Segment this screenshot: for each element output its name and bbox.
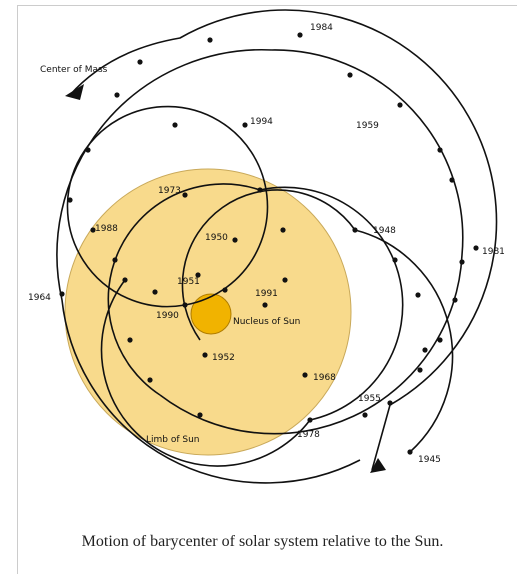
year-dot <box>473 245 479 251</box>
year-dot <box>195 272 201 278</box>
year-dot <box>242 122 248 128</box>
year-dot <box>67 197 73 203</box>
year-dot <box>362 412 368 418</box>
year: 1973 <box>158 186 181 196</box>
year: 1990 <box>156 311 179 321</box>
year-dot <box>90 227 96 233</box>
year-dot <box>392 257 398 263</box>
year-dot <box>182 192 188 198</box>
year: 1951 <box>177 277 200 287</box>
year-dot <box>282 277 288 283</box>
year-dot <box>59 291 65 297</box>
year-dot <box>222 287 228 293</box>
barycenter-diagram: Center of Mass Nucleus of Sun Limb of Su… <box>28 9 505 484</box>
year-dot <box>122 277 128 283</box>
path <box>69 9 498 471</box>
year-dot <box>437 147 443 153</box>
orbit-paths <box>56 9 498 484</box>
year: 1994 <box>250 117 273 127</box>
year: 1988 <box>95 224 118 234</box>
label: Nucleus of Sun <box>233 317 300 327</box>
year-dot <box>387 400 393 406</box>
year-dot <box>352 227 358 233</box>
year-dot <box>422 347 428 353</box>
year-dot <box>182 302 188 308</box>
path <box>56 48 361 484</box>
year-dot <box>397 102 403 108</box>
caption: Motion of barycenter of solar system rel… <box>81 533 444 550</box>
year: 1955 <box>358 394 381 404</box>
year: 1981 <box>482 247 505 257</box>
year-dot <box>437 337 443 343</box>
year-dot <box>197 412 203 418</box>
year-dot <box>302 372 308 378</box>
year-dot <box>232 237 238 243</box>
year-dot <box>307 417 313 423</box>
year-dot <box>262 302 268 308</box>
year-dot <box>280 227 286 233</box>
year-dot <box>257 187 263 193</box>
year-dot <box>207 37 213 43</box>
year-dot <box>112 257 118 263</box>
year: 1984 <box>310 23 333 33</box>
year: 1945 <box>418 455 441 465</box>
arrow-head <box>370 458 386 473</box>
year: 1964 <box>28 293 51 303</box>
path <box>66 105 269 308</box>
year-dot <box>449 177 455 183</box>
nucleus-of-sun <box>190 293 232 335</box>
label: Limb of Sun <box>146 435 200 445</box>
year-dot <box>415 292 421 298</box>
year-dot <box>459 259 465 265</box>
path <box>100 183 404 467</box>
year-dot <box>137 59 143 65</box>
year-dot <box>147 377 153 383</box>
path <box>159 49 464 435</box>
year: 1959 <box>356 121 379 131</box>
year-dot <box>114 92 120 98</box>
year: 1978 <box>297 430 320 440</box>
year-dot <box>347 72 353 78</box>
year: 1952 <box>212 353 235 363</box>
year-dot <box>152 289 158 295</box>
year: 1968 <box>313 373 336 383</box>
arrow-head <box>65 84 84 100</box>
year-dot <box>452 297 458 303</box>
path <box>181 189 454 453</box>
year: 1948 <box>373 226 396 236</box>
year: 1991 <box>255 289 278 299</box>
year-dot <box>202 352 208 358</box>
year-dot <box>407 449 413 455</box>
year-dot <box>127 337 133 343</box>
year-dot <box>85 147 91 153</box>
year-dot <box>297 32 303 38</box>
year-dot <box>172 122 178 128</box>
year-dot <box>417 367 423 373</box>
label: Center of Mass <box>40 65 108 75</box>
year: 1950 <box>205 233 228 243</box>
